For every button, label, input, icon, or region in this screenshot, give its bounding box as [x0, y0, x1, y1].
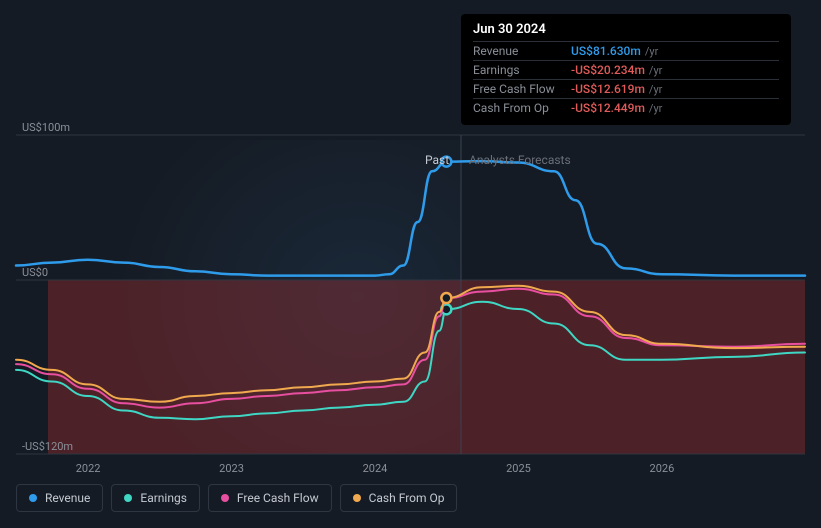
- earnings-chart: US$100m US$0 -US$120m 2022 2023 2024 2025 2026…: [0, 0, 821, 524]
- marker-cfo: [441, 293, 451, 303]
- tooltip-row: Free Cash Flow-US$12.619m/yr: [473, 79, 779, 98]
- tooltip-row-unit: /yr: [649, 64, 662, 77]
- tooltip-row-unit: /yr: [645, 45, 658, 58]
- legend: Revenue Earnings Free Cash Flow Cash From O…: [16, 484, 457, 512]
- tooltip-row-value: -US$12.449m: [571, 101, 645, 115]
- tooltip-row-label: Revenue: [473, 44, 571, 58]
- legend-item-revenue[interactable]: Revenue: [16, 484, 103, 512]
- tooltip-date: Jun 30 2024: [473, 22, 779, 41]
- legend-item-fcf[interactable]: Free Cash Flow: [208, 484, 332, 512]
- y-tick-label: -US$120m: [22, 440, 73, 453]
- tooltip-row-unit: /yr: [649, 83, 662, 96]
- tooltip-row: Cash From Op-US$12.449m/yr: [473, 98, 779, 117]
- legend-item-earnings[interactable]: Earnings: [111, 484, 200, 512]
- tooltip-row-value: -US$20.234m: [571, 63, 645, 77]
- legend-label: Free Cash Flow: [237, 491, 319, 505]
- legend-swatch: [221, 494, 229, 502]
- tooltip-row: RevenueUS$81.630m/yr: [473, 41, 779, 60]
- tooltip: Jun 30 2024 RevenueUS$81.630m/yrEarnings…: [461, 14, 791, 125]
- tooltip-row-label: Earnings: [473, 63, 571, 77]
- x-tick-label: 2025: [506, 462, 531, 475]
- legend-label: Cash From Op: [369, 491, 445, 505]
- past-label: Past: [425, 153, 449, 167]
- legend-item-cfo[interactable]: Cash From Op: [340, 484, 458, 512]
- legend-swatch: [29, 494, 37, 502]
- legend-label: Revenue: [45, 491, 90, 505]
- x-tick-label: 2022: [76, 462, 101, 475]
- legend-swatch: [124, 494, 132, 502]
- legend-label: Earnings: [140, 491, 187, 505]
- x-tick-label: 2026: [650, 462, 675, 475]
- legend-swatch: [353, 494, 361, 502]
- tooltip-row-label: Cash From Op: [473, 101, 571, 115]
- forecast-label: Analysts Forecasts: [469, 153, 571, 167]
- tooltip-row-value: US$81.630m: [571, 44, 641, 58]
- x-tick-label: 2023: [219, 462, 244, 475]
- x-tick-label: 2024: [363, 462, 388, 475]
- tooltip-row: Earnings-US$20.234m/yr: [473, 60, 779, 79]
- tooltip-row-value: -US$12.619m: [571, 82, 645, 96]
- tooltip-row-label: Free Cash Flow: [473, 82, 571, 96]
- y-tick-label: US$0: [22, 266, 48, 279]
- tooltip-row-unit: /yr: [649, 102, 662, 115]
- y-tick-label: US$100m: [22, 121, 70, 134]
